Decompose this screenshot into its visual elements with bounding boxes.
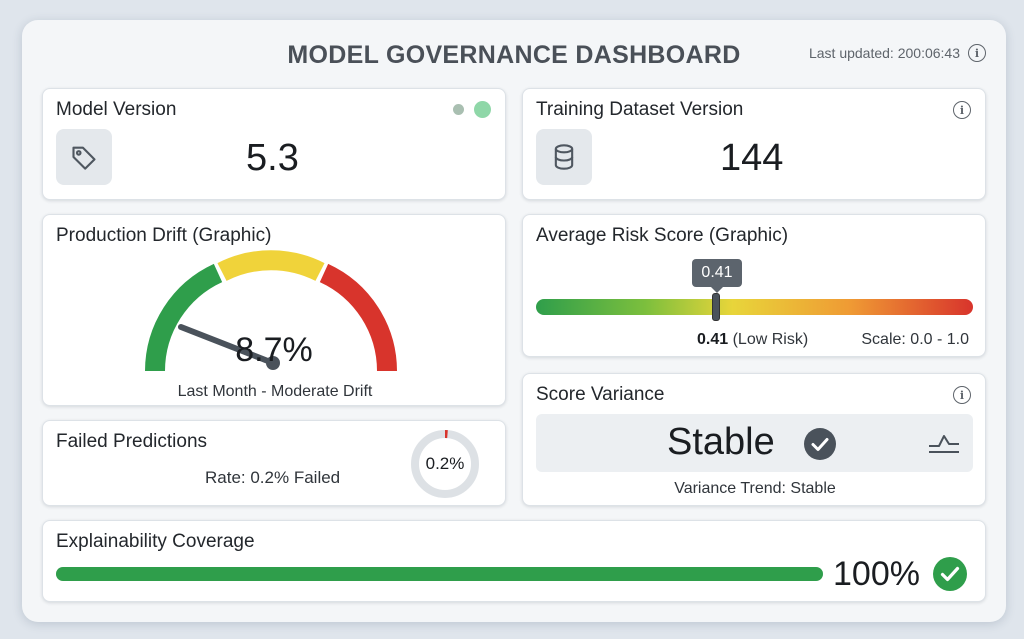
status-indicator xyxy=(453,101,491,118)
risk-scale-bar xyxy=(536,299,973,315)
coverage-title: Explainability Coverage xyxy=(56,531,255,552)
risk-label-value: 0.41 xyxy=(697,331,729,348)
risk-marker[interactable] xyxy=(712,293,720,321)
risk-title: Average Risk Score (Graphic) xyxy=(536,225,789,246)
variance-card: Score Variance i Stable Variance Trend: … xyxy=(522,373,986,506)
failed-donut xyxy=(411,430,479,498)
info-icon[interactable]: i xyxy=(953,101,971,119)
gauge-zone-green xyxy=(145,263,223,372)
drift-value: 8.7% xyxy=(235,331,313,369)
gauge-zone-yellow xyxy=(217,250,325,282)
last-updated-text: Last updated: 200:06:43 xyxy=(808,45,960,61)
page-title: MODEL GOVERNANCE DASHBOARD xyxy=(287,41,741,69)
database-icon xyxy=(536,129,592,185)
gauge-zone-red xyxy=(319,263,397,372)
variance-title: Score Variance xyxy=(536,384,665,405)
variance-caption: Variance Trend: Stable xyxy=(674,480,836,497)
failed-title: Failed Predictions xyxy=(56,431,208,452)
gauge-needle xyxy=(178,324,276,366)
failed-rate: Rate: 0.2% Failed xyxy=(205,468,341,487)
dataset-version-value: 144 xyxy=(720,137,784,179)
last-updated: Last updated: 200:06:43 i xyxy=(809,44,986,62)
failed-predictions-card: Failed Predictions Rate: 0.2% Failed 0.2… xyxy=(42,420,506,506)
variance-status-box: Stable xyxy=(536,414,973,472)
dataset-version-title: Training Dataset Version xyxy=(536,99,744,120)
dataset-version-card: Training Dataset Version i 144 xyxy=(522,88,986,200)
header: MODEL GOVERNANCE DASHBOARD Last updated:… xyxy=(22,20,1006,86)
drift-card: Production Drift (Graphic) 8.7% Last Mon… xyxy=(42,214,506,406)
info-icon[interactable]: i xyxy=(968,44,986,62)
trend-icon xyxy=(929,435,959,453)
coverage-value: 100% xyxy=(833,555,920,593)
status-dot-inactive xyxy=(453,104,464,115)
coverage-progress-fill xyxy=(56,567,823,581)
drift-title: Production Drift (Graphic) xyxy=(56,225,272,246)
model-version-card: Model Version 5.3 xyxy=(42,88,506,200)
coverage-card: Explainability Coverage 100% xyxy=(42,520,986,602)
model-version-title: Model Version xyxy=(56,99,177,120)
coverage-progress-bar xyxy=(56,567,823,581)
drift-caption: Last Month - Moderate Drift xyxy=(177,383,373,400)
dashboard-frame: MODEL GOVERNANCE DASHBOARD Last updated:… xyxy=(22,20,1006,622)
status-dot-active xyxy=(474,101,491,118)
risk-label-text: (Low Risk) xyxy=(732,331,809,348)
donut-label: 0.2% xyxy=(425,454,465,473)
risk-tooltip: 0.41 xyxy=(692,259,742,293)
variance-status: Stable xyxy=(667,421,775,463)
gauge-needle-hub xyxy=(266,356,280,370)
check-circle-icon xyxy=(804,428,836,460)
risk-label: 0.41 (Low Risk) xyxy=(697,331,808,349)
risk-scale-text: Scale: 0.0 - 1.0 xyxy=(861,331,969,348)
info-icon[interactable]: i xyxy=(953,386,971,404)
drift-gauge xyxy=(145,250,397,372)
risk-card: Average Risk Score (Graphic) 0.41 0.41 (… xyxy=(522,214,986,357)
check-circle-icon xyxy=(933,557,967,591)
model-version-value: 5.3 xyxy=(246,137,299,179)
tag-icon xyxy=(56,129,112,185)
